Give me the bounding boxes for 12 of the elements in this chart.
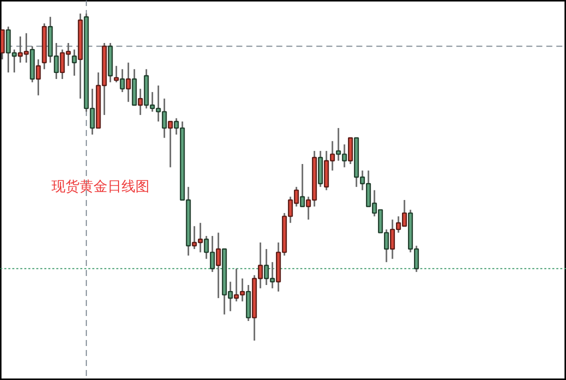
- candlestick: [0, 29, 5, 60]
- candlestick: [114, 65, 119, 84]
- candlestick: [300, 163, 305, 208]
- candlestick: [126, 62, 131, 103]
- candlestick: [138, 88, 143, 116]
- candlestick: [348, 137, 353, 165]
- candlestick: [216, 232, 221, 299]
- annotation: 现货黄金日线图: [52, 178, 150, 195]
- candlestick: [168, 120, 173, 168]
- candlestick: [120, 68, 125, 93]
- candlestick: [72, 48, 77, 76]
- candlestick: [36, 58, 41, 96]
